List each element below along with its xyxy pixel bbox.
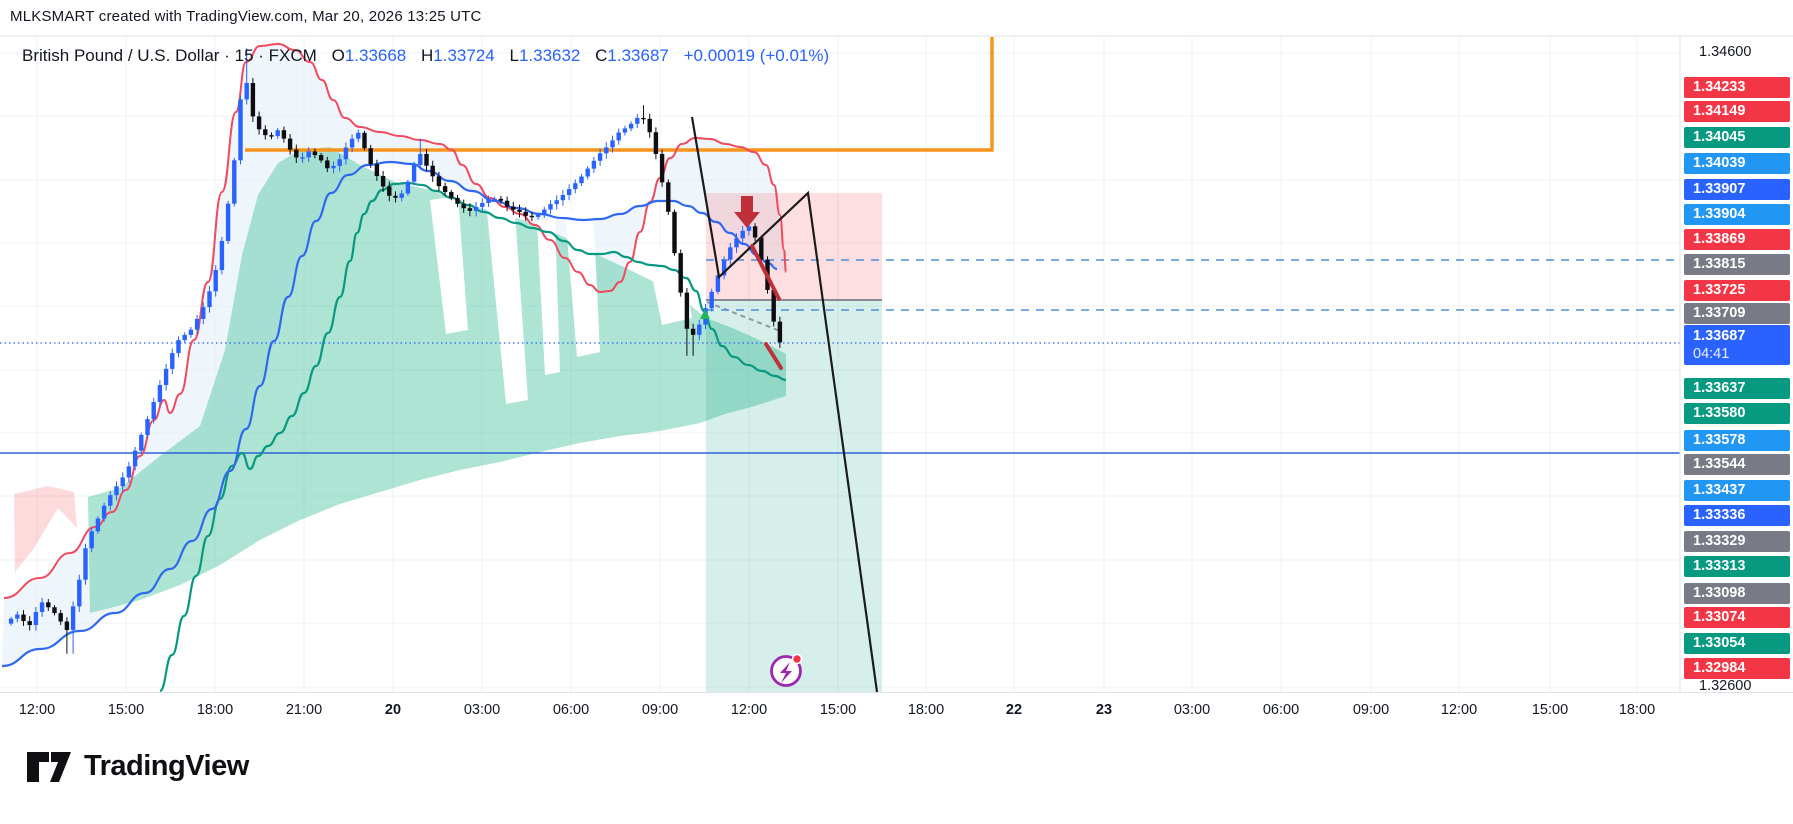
close-value: 1.33687 <box>607 46 669 65</box>
time-label: 06:00 <box>552 702 590 718</box>
green-ma-line <box>158 181 787 693</box>
time-label: 09:00 <box>1352 702 1390 718</box>
price-label: 1.33437 <box>1684 479 1790 501</box>
time-label: 22 <box>1005 702 1023 718</box>
price-scale[interactable]: 1.34600 1.32600 1.34233 1.34149 1.34045 1.340… <box>1681 36 1793 694</box>
price-label: 1.33907 <box>1684 178 1790 200</box>
blue-ma-line <box>1 160 778 668</box>
trend-projection-line[interactable] <box>690 116 879 693</box>
time-label: 21:00 <box>285 702 323 718</box>
low-label: L1.33632 <box>509 46 581 65</box>
time-label: 12:00 <box>730 702 768 718</box>
time-label: 15:00 <box>819 702 857 718</box>
price-label: 1.33578 <box>1684 429 1790 451</box>
price-label: 1.33336 <box>1684 504 1790 526</box>
price-label: 1.33313 <box>1684 555 1790 577</box>
interval-value[interactable]: 15 <box>234 46 254 65</box>
pink-cloud <box>14 486 77 572</box>
gray-dashed-diagonal[interactable] <box>706 301 781 332</box>
tradingview-logo-icon <box>27 752 71 782</box>
price-label: 1.33709 <box>1684 302 1790 324</box>
symbol-name[interactable]: British Pound / U.S. Dollar <box>22 46 220 65</box>
tradingview-logo-text: TradingView <box>84 749 249 782</box>
current-price-label: 1.33687 04:41 <box>1684 325 1790 365</box>
tradingview-logo[interactable]: TradingView <box>26 746 249 786</box>
change-value: +0.00019 (+0.01%) <box>683 46 830 65</box>
high-value: 1.33724 <box>433 46 495 65</box>
price-label: 1.33637 <box>1684 377 1790 399</box>
band-fill <box>2 44 786 666</box>
price-label: 1.33329 <box>1684 530 1790 552</box>
open-value: 1.33668 <box>344 46 407 65</box>
short-stop-zone[interactable] <box>706 193 882 300</box>
candlesticks <box>8 48 783 654</box>
price-tick: 1.32600 <box>1699 678 1752 694</box>
time-label: 06:00 <box>1262 702 1300 718</box>
symbol-header[interactable]: British Pound / U.S. Dollar · 15 · FXCM … <box>22 46 830 65</box>
time-label: 20 <box>384 702 402 718</box>
price-label: 1.33725 <box>1684 279 1790 301</box>
price-label: 1.33580 <box>1684 402 1790 424</box>
price-label: 1.33544 <box>1684 453 1790 475</box>
price-label: 1.33054 <box>1684 632 1790 654</box>
green-up-marker <box>700 309 710 319</box>
red-ma-line <box>3 42 787 599</box>
price-label: 1.34045 <box>1684 126 1790 148</box>
short-profit-zone[interactable] <box>706 300 882 692</box>
lightning-icon[interactable] <box>770 653 803 687</box>
watermark: MLKSMART created with TradingView.com, M… <box>10 8 482 25</box>
close-label: C1.33687 <box>595 46 669 65</box>
price-label: 1.33098 <box>1684 582 1790 604</box>
time-label: 18:00 <box>196 702 234 718</box>
time-label: 15:00 <box>1531 702 1569 718</box>
price-label: 1.32984 <box>1684 657 1790 679</box>
time-label: 18:00 <box>907 702 945 718</box>
time-label: 23 <box>1095 702 1113 718</box>
red-diagonal-mark[interactable] <box>764 342 783 370</box>
price-label: 1.33074 <box>1684 606 1790 628</box>
price-tick: 1.34600 <box>1699 44 1752 60</box>
high-label: H1.33724 <box>421 46 495 65</box>
low-value: 1.33632 <box>518 46 581 65</box>
price-label: 1.33815 <box>1684 253 1790 275</box>
price-label: 1.33904 <box>1684 203 1790 225</box>
price-label: 1.33869 <box>1684 228 1790 250</box>
time-label: 03:00 <box>463 702 501 718</box>
orange-level-line[interactable] <box>245 37 994 152</box>
time-label: 15:00 <box>107 702 145 718</box>
time-label: 12:00 <box>18 702 56 718</box>
price-label: 1.34039 <box>1684 152 1790 174</box>
time-label: 12:00 <box>1440 702 1478 718</box>
time-label: 18:00 <box>1618 702 1656 718</box>
price-label: 1.34149 <box>1684 100 1790 122</box>
red-diagonal-mark[interactable] <box>750 244 781 301</box>
time-label: 09:00 <box>641 702 679 718</box>
time-label: 03:00 <box>1173 702 1211 718</box>
time-axis[interactable]: 12:00 15:00 18:00 21:00 20 03:00 06:00 09:00 12:… <box>0 692 1793 731</box>
sell-arrow-icon[interactable] <box>734 196 760 228</box>
open-label: O1.33668 <box>331 46 407 65</box>
exchange-name: FXCM <box>268 46 317 65</box>
price-label: 1.34233 <box>1684 76 1790 98</box>
